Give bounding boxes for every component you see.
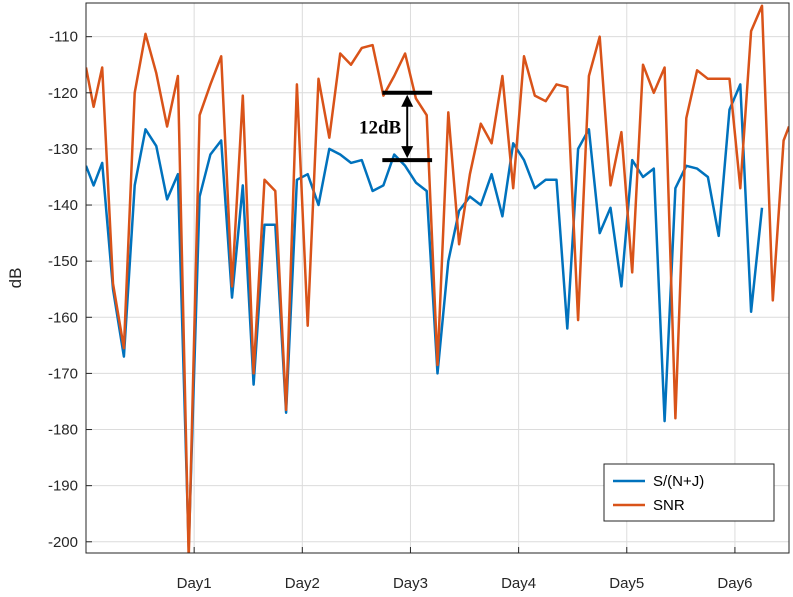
legend-label-snr: SNR [653, 497, 685, 514]
annotation-arrowhead-down [401, 146, 414, 159]
y-axis-label: dB [6, 268, 25, 289]
annotation-12db: 12dB [359, 90, 433, 163]
y-tick-label: -140 [48, 197, 78, 214]
y-tick-label: -130 [48, 141, 78, 158]
series-lines [86, 4, 789, 553]
series-line-snr [86, 4, 789, 553]
legend: S/(N+J) SNR [603, 463, 775, 522]
annotation-label: 12dB [359, 117, 402, 138]
x-tick-label: Day4 [501, 575, 536, 592]
legend-label-s-n-j: S/(N+J) [653, 473, 704, 490]
y-tick-label: -150 [48, 253, 78, 270]
y-tick-label: -160 [48, 309, 78, 326]
x-tick-label: Day5 [609, 575, 644, 592]
x-tick-label: Day3 [393, 575, 428, 592]
y-tick-label: -170 [48, 365, 78, 382]
x-tick-label: Day2 [285, 575, 320, 592]
y-tick-label: -110 [49, 29, 78, 46]
y-tick-label: -180 [48, 422, 78, 439]
plot-frame [85, 2, 790, 554]
y-tick-label: -190 [48, 478, 78, 495]
grid-lines [86, 3, 789, 553]
y-tick-label: -120 [48, 85, 78, 102]
x-tick-label: Day6 [717, 575, 752, 592]
x-tick-label: Day1 [177, 575, 212, 592]
annotation-arrowhead-up [401, 94, 414, 107]
legend-box [603, 463, 775, 522]
y-tick-label: -200 [48, 534, 78, 551]
axis-ticks: -200 -190 -180 -170 -160 -150 -140 -130 -120 -110… [48, 29, 752, 592]
